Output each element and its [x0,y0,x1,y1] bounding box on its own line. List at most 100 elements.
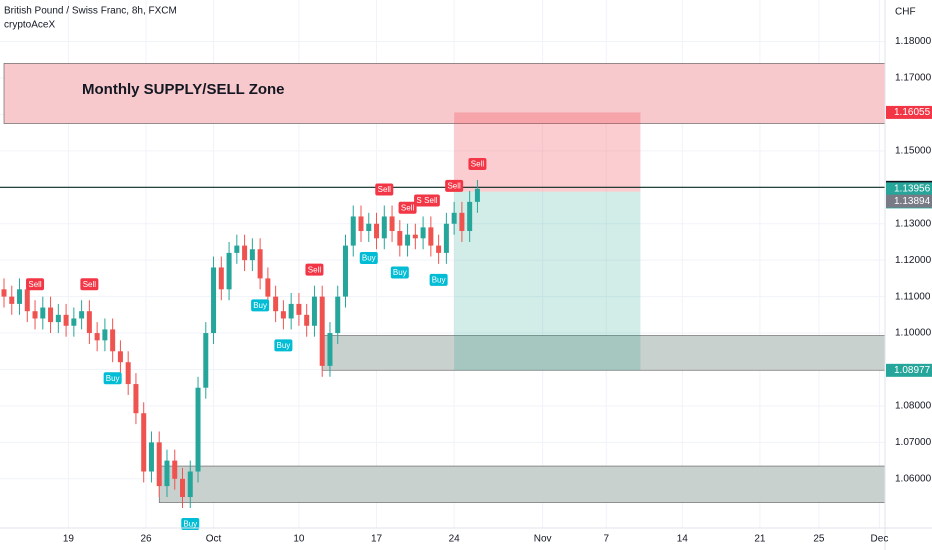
signal-badge [398,201,417,214]
x-tick-label: 25 [813,534,825,545]
y-tick-label: 1.18000 [895,36,932,47]
candle-body [180,478,186,498]
signal-label: Buy [106,374,120,383]
signal-label: Buy [432,275,446,284]
candle-body [358,216,364,232]
price-label: 1.08977 [894,365,931,376]
candle-body [234,245,240,253]
candle-body [389,216,395,232]
signal-label: Buy [362,254,376,263]
candle-body [242,245,248,261]
plot: Sell Sell Buy Buy Buy Buy Sell Buy Sell Buy Sell Se… [0,0,886,530]
x-tick-label: 10 [293,534,305,545]
candle-body [79,311,85,319]
candle-body [366,223,372,232]
price-label: 1.13956 [894,184,931,195]
candle-body [436,245,442,253]
price-label: 1.13894 [894,196,931,207]
candle-body [71,318,77,326]
chart-title: British Pound / Swiss Franc, 8h, FXCM [4,6,177,17]
zone [321,335,886,371]
candle-body [257,249,263,279]
candle-body [311,296,317,326]
y-tick-label: 1.08000 [895,401,932,412]
x-tick-label: Nov [534,534,552,545]
candle-body [94,333,100,341]
y-tick-label: 1.17000 [895,73,932,84]
x-tick-label: 21 [754,534,766,545]
candle-body [141,413,147,472]
candle-body [125,362,131,385]
candle-body [211,267,217,334]
candle-body [195,387,201,472]
signal-badge [429,273,448,286]
signal-badge [103,372,122,385]
candle-body [428,227,434,246]
candle-body [164,460,170,487]
y-tick-label: 1.10000 [895,328,932,339]
price-label: 1.16055 [894,107,931,118]
candle-body [203,333,209,388]
candle-body [459,212,465,232]
candle-body [420,227,426,239]
y-tick-label: 1.11000 [895,291,931,302]
signal-badge [80,278,99,291]
candle-body [342,245,348,297]
candle-body [148,442,154,472]
candle-body [273,296,279,312]
position-risk [454,112,641,192]
candle-body [412,234,418,239]
signal-badge [274,339,293,352]
y-tick-label: 1.15000 [895,145,932,156]
signal-badge [390,266,409,279]
y-tick-label: 1.12000 [895,255,932,266]
candle-body [467,201,473,232]
x-tick-label: 7 [603,534,609,545]
candle-body [17,289,23,304]
candle-body [117,351,123,363]
candle-body [451,212,457,224]
candle-body [110,329,116,352]
candle-body [133,384,139,414]
signal-label: Sell [471,160,485,169]
x-tick-label: 24 [449,534,461,545]
x-tick-label: 26 [140,534,152,545]
candle-body [32,311,38,319]
candle-body [265,278,271,297]
candle-body [40,307,46,319]
y-tick-label: 1.13000 [895,218,932,229]
candle-body [24,289,30,312]
signal-label: Sell [83,280,97,289]
candle-body [296,303,302,315]
candle-body [319,296,325,366]
candle-body [226,252,232,290]
candle-body [172,460,178,479]
candle-body [187,471,193,498]
candle-body [218,267,224,290]
x-tick-label: Dec [871,534,889,545]
candle-body [1,289,7,297]
price-label-bg [886,363,932,377]
signal-badge [375,183,394,196]
candle-body [374,223,380,239]
signal-badge [305,263,324,276]
signal-label: Sell [424,196,438,205]
candle-body [405,234,411,246]
position-reward [454,191,641,371]
y-tick-label: 1.07000 [895,437,932,448]
signal-badge [421,194,440,207]
candle-body [9,296,15,304]
candle-body [63,314,69,326]
signal-badge [181,517,200,530]
candle-body [156,442,162,487]
candle-body [350,216,356,246]
zone [158,465,886,503]
signal-label: Sell [378,185,392,194]
candle-body [397,231,403,246]
signal-label: Buy [393,268,407,277]
price-label-bg [886,194,932,208]
price-label-bg [886,105,932,119]
signal-badge [445,179,464,192]
